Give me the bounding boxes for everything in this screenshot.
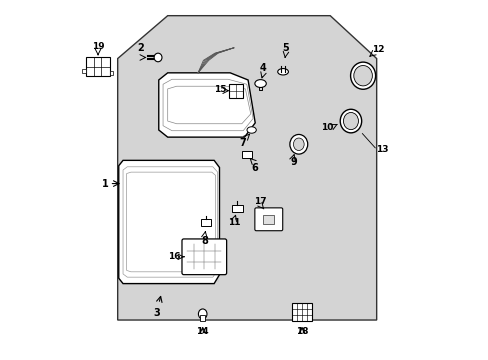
Ellipse shape xyxy=(350,62,375,89)
Text: 16: 16 xyxy=(168,252,181,261)
Text: 7: 7 xyxy=(239,138,246,148)
Text: 3: 3 xyxy=(153,308,160,318)
Text: 19: 19 xyxy=(92,42,104,51)
Text: 6: 6 xyxy=(251,163,258,173)
Text: 12: 12 xyxy=(371,45,384,54)
FancyBboxPatch shape xyxy=(182,239,226,275)
Ellipse shape xyxy=(353,66,372,86)
Ellipse shape xyxy=(289,134,307,154)
Bar xyxy=(291,303,312,321)
Text: 14: 14 xyxy=(196,328,208,337)
Ellipse shape xyxy=(343,112,358,130)
Bar xyxy=(242,151,252,158)
Bar xyxy=(229,84,243,98)
Text: 9: 9 xyxy=(290,157,297,167)
Text: 18: 18 xyxy=(295,328,307,337)
Text: 5: 5 xyxy=(282,43,288,53)
Text: 1: 1 xyxy=(102,179,108,189)
Text: 2: 2 xyxy=(137,43,143,53)
Text: 11: 11 xyxy=(228,217,240,226)
Text: 13: 13 xyxy=(375,145,387,154)
Bar xyxy=(201,219,211,226)
Text: 10: 10 xyxy=(321,123,333,132)
Bar xyxy=(231,205,243,212)
Polygon shape xyxy=(118,16,376,320)
Ellipse shape xyxy=(246,127,256,133)
Polygon shape xyxy=(159,73,255,137)
Bar xyxy=(82,68,85,73)
Bar xyxy=(200,315,205,321)
FancyBboxPatch shape xyxy=(254,208,282,231)
Ellipse shape xyxy=(198,309,206,319)
Bar xyxy=(85,57,110,76)
Ellipse shape xyxy=(254,80,266,87)
Text: 17: 17 xyxy=(254,197,266,206)
Ellipse shape xyxy=(340,109,361,133)
Polygon shape xyxy=(119,160,219,284)
Ellipse shape xyxy=(154,53,162,62)
Text: 15: 15 xyxy=(214,85,226,94)
Text: 4: 4 xyxy=(259,63,266,73)
Ellipse shape xyxy=(277,68,288,75)
Bar xyxy=(263,215,274,224)
Text: 8: 8 xyxy=(201,237,207,247)
Bar xyxy=(110,71,112,75)
Ellipse shape xyxy=(293,138,304,150)
